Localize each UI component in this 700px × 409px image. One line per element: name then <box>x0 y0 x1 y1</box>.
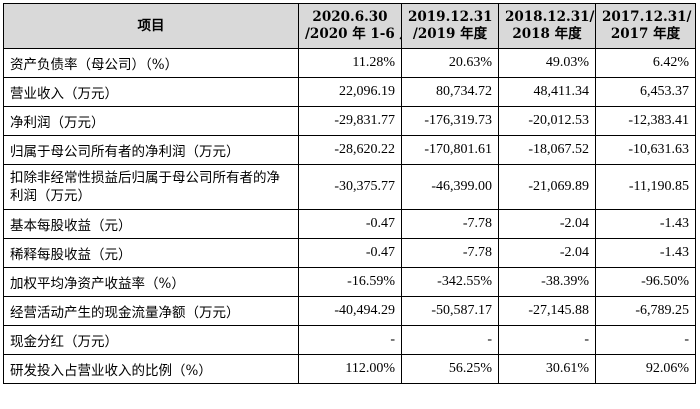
cell-value: 56.25% <box>401 354 499 384</box>
cell-value: -46,399.00 <box>401 164 499 210</box>
header-period-2017: 2017.12.31/ 2017 年度 <box>595 3 696 49</box>
cell-value: 11.28% <box>298 48 402 78</box>
row-label: 扣除非经常性损益后归属于母公司所有者的净利润（万元） <box>3 164 299 210</box>
cell-value: -7.78 <box>401 209 499 239</box>
header-period-line2: /2019 年度 <box>412 26 488 42</box>
cell-value: 112.00% <box>298 354 402 384</box>
table-row: 归属于母公司所有者的净利润（万元） -28,620.22 -170,801.61… <box>3 135 696 165</box>
header-period-line2: 2017 年度 <box>610 26 681 42</box>
row-label: 资产负债率（母公司）（%） <box>3 48 299 78</box>
cell-value: -2.04 <box>498 238 596 268</box>
cell-value: -0.47 <box>298 238 402 268</box>
cell-value: -18,067.52 <box>498 135 596 165</box>
row-label: 归属于母公司所有者的净利润（万元） <box>3 135 299 165</box>
table-header-row: 项目 2020.6.30 /2020 年 1-6 月 2019.12.31 /2… <box>3 3 696 49</box>
cell-value: -7.78 <box>401 238 499 268</box>
table-row: 净利润（万元） -29,831.77 -176,319.73 -20,012.5… <box>3 106 696 136</box>
cell-value: -28,620.22 <box>298 135 402 165</box>
cell-value: -1.43 <box>595 209 696 239</box>
cell-value: 6,453.37 <box>595 77 696 107</box>
table-row: 稀释每股收益（元） -0.47 -7.78 -2.04 -1.43 <box>3 238 696 268</box>
row-label: 加权平均净资产收益率（%） <box>3 267 299 297</box>
financial-indicators-table: 项目 2020.6.30 /2020 年 1-6 月 2019.12.31 /2… <box>3 3 696 384</box>
header-period-line2: /2020 年 1-6 月 <box>305 26 401 42</box>
table-row: 加权平均净资产收益率（%） -16.59% -342.55% -38.39% -… <box>3 267 696 297</box>
header-period-line1: 2019.12.31 <box>408 9 493 25</box>
cell-value: 92.06% <box>595 354 696 384</box>
cell-value: 6.42% <box>595 48 696 78</box>
header-item: 项目 <box>3 3 299 49</box>
header-period-2020h1: 2020.6.30 /2020 年 1-6 月 <box>298 3 402 49</box>
cell-value: -30,375.77 <box>298 164 402 210</box>
cell-value: -16.59% <box>298 267 402 297</box>
cell-value: -11,190.85 <box>595 164 696 210</box>
cell-value: 30.61% <box>498 354 596 384</box>
row-label: 研发投入占营业收入的比例（%） <box>3 354 299 384</box>
row-label: 现金分红（万元） <box>3 325 299 355</box>
cell-value: 80,734.72 <box>401 77 499 107</box>
cell-value: -10,631.63 <box>595 135 696 165</box>
cell-value: -38.39% <box>498 267 596 297</box>
cell-value: -6,789.25 <box>595 296 696 326</box>
cell-value: -342.55% <box>401 267 499 297</box>
header-period-line1: 2017.12.31/ <box>602 9 692 25</box>
cell-value: 49.03% <box>498 48 596 78</box>
cell-value: 48,411.34 <box>498 77 596 107</box>
cell-value: -29,831.77 <box>298 106 402 136</box>
cell-value: - <box>298 325 402 355</box>
cell-value: 22,096.19 <box>298 77 402 107</box>
table-row: 营业收入（万元） 22,096.19 80,734.72 48,411.34 6… <box>3 77 696 107</box>
cell-value: -20,012.53 <box>498 106 596 136</box>
row-label: 稀释每股收益（元） <box>3 238 299 268</box>
table-row: 扣除非经常性损益后归属于母公司所有者的净利润（万元） -30,375.77 -4… <box>3 164 696 210</box>
cell-value: -2.04 <box>498 209 596 239</box>
cell-value: -96.50% <box>595 267 696 297</box>
cell-value: -50,587.17 <box>401 296 499 326</box>
row-label: 净利润（万元） <box>3 106 299 136</box>
row-label: 经营活动产生的现金流量净额（万元） <box>3 296 299 326</box>
row-label: 基本每股收益（元） <box>3 209 299 239</box>
table-row: 现金分红（万元） - - - - <box>3 325 696 355</box>
header-period-2018: 2018.12.31/ 2018 年度 <box>498 3 596 49</box>
cell-value: -176,319.73 <box>401 106 499 136</box>
cell-value: - <box>595 325 696 355</box>
cell-value: -21,069.89 <box>498 164 596 210</box>
cell-value: -27,145.88 <box>498 296 596 326</box>
table-row: 资产负债率（母公司）（%） 11.28% 20.63% 49.03% 6.42% <box>3 48 696 78</box>
cell-value: -170,801.61 <box>401 135 499 165</box>
cell-value: -12,383.41 <box>595 106 696 136</box>
row-label: 营业收入（万元） <box>3 77 299 107</box>
table-row: 基本每股收益（元） -0.47 -7.78 -2.04 -1.43 <box>3 209 696 239</box>
cell-value: -1.43 <box>595 238 696 268</box>
cell-value: - <box>498 325 596 355</box>
header-period-line1: 2018.12.31/ <box>505 9 595 25</box>
header-period-line2: 2018 年度 <box>512 26 582 42</box>
table-row: 经营活动产生的现金流量净额（万元） -40,494.29 -50,587.17 … <box>3 296 696 326</box>
cell-value: -40,494.29 <box>298 296 402 326</box>
cell-value: 20.63% <box>401 48 499 78</box>
table-row: 研发投入占营业收入的比例（%） 112.00% 56.25% 30.61% 92… <box>3 354 696 384</box>
header-period-2019: 2019.12.31 /2019 年度 <box>401 3 499 49</box>
cell-value: - <box>401 325 499 355</box>
header-period-line1: 2020.6.30 <box>312 9 388 25</box>
cell-value: -0.47 <box>298 209 402 239</box>
